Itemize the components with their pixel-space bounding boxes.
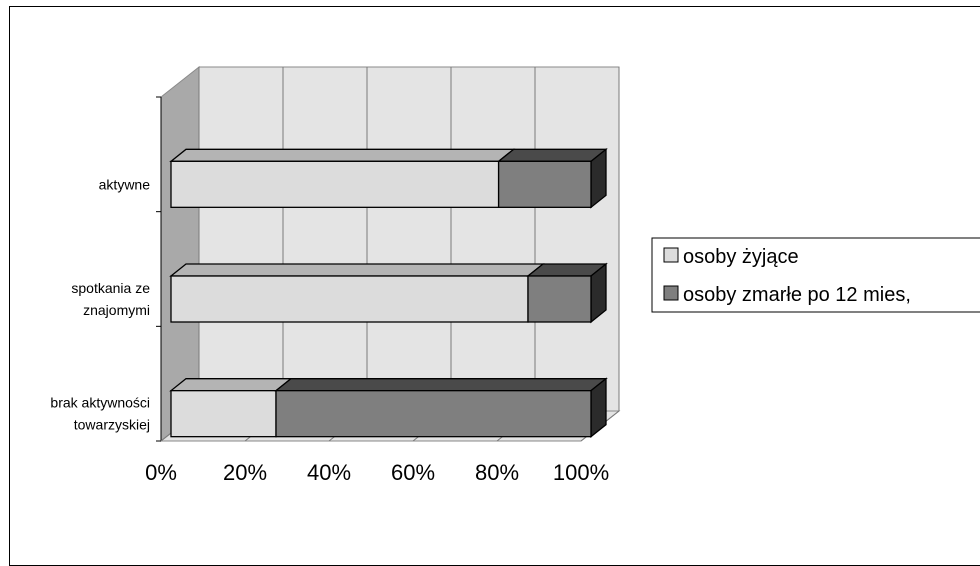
legend-swatch — [663, 285, 679, 301]
x-tick-label: 40% — [307, 460, 351, 485]
bar-brak-aktywnosci-towarzyskiej-zyjace — [170, 390, 277, 438]
legend: osoby żyjące osoby zmarłe po 12 mies, — [651, 237, 980, 313]
x-tick-labels: 0% 20% 40% 60% 80% 100% — [145, 460, 609, 485]
category-label: spotkania ze — [71, 280, 150, 296]
bar-spotkania-ze-znajomymi-zyjace-top — [169, 263, 545, 277]
bar-aktywne-zmarle — [497, 160, 592, 208]
category-label: brak aktywności — [50, 395, 150, 411]
bar-aktywne-zyjace-top — [169, 148, 516, 162]
category-labels: aktywne spotkania ze znajomymi brak aktywno… — [50, 176, 150, 432]
bar-aktywne-zmarle-top — [496, 148, 608, 162]
chart: aktywne spotkania ze znajomymi brak aktywno… — [50, 65, 980, 485]
bar-brak-aktywnosci-towarzyskiej-zmarle-top — [274, 378, 608, 392]
category-label: towarzyskiej — [74, 417, 150, 433]
x-tick-label: 20% — [223, 460, 267, 485]
category-label: znajomymi — [83, 302, 150, 318]
legend-label: osoby żyjące — [683, 246, 799, 268]
bar-brak-aktywnosci-towarzyskiej-zmarle — [275, 390, 592, 438]
x-tick-label: 100% — [553, 460, 609, 485]
legend-box — [651, 237, 980, 313]
bar-brak-aktywnosci-towarzyskiej-zyjace-top — [169, 378, 293, 392]
x-tick-label: 80% — [475, 460, 519, 485]
x-tick-label: 0% — [145, 460, 177, 485]
x-tick-label: 60% — [391, 460, 435, 485]
bar-spotkania-ze-znajomymi-zyjace — [170, 275, 529, 323]
category-label: aktywne — [99, 176, 151, 192]
back-wall — [198, 66, 620, 412]
legend-swatch — [663, 247, 679, 263]
legend-label: osoby zmarłe po 12 mies, — [683, 284, 911, 306]
bar-spotkania-ze-znajomymi-zmarle — [527, 275, 592, 323]
bars — [169, 147, 608, 439]
bar-aktywne-zyjace — [170, 160, 500, 208]
